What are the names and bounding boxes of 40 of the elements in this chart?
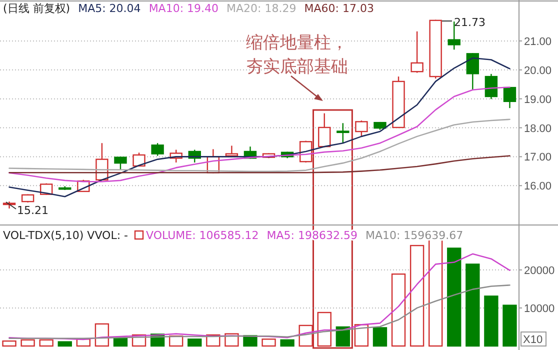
y-tick-label: 19.00 bbox=[524, 94, 552, 106]
y-tick-label: 20000 bbox=[524, 264, 555, 277]
y-tick-label: 17.00 bbox=[524, 152, 552, 164]
line-series bbox=[8, 284, 510, 340]
bar bbox=[372, 327, 388, 347]
y-tick-label: 16.00 bbox=[524, 180, 552, 193]
annotation: 缩倍地量柱， bbox=[246, 33, 348, 53]
annotation: 夯实底部基础 bbox=[246, 57, 348, 77]
bar bbox=[39, 339, 54, 347]
bar bbox=[447, 248, 462, 347]
bar bbox=[188, 338, 202, 347]
y-tick-label: 21.00 bbox=[524, 36, 552, 48]
bar bbox=[94, 323, 110, 347]
bar bbox=[410, 244, 424, 347]
text: MA60: 17.03 bbox=[304, 2, 374, 15]
bar bbox=[2, 340, 16, 347]
annotation: 15.21 bbox=[17, 204, 48, 217]
bar bbox=[466, 264, 480, 347]
bar bbox=[502, 304, 517, 347]
bar bbox=[484, 296, 498, 347]
text: MA10: 19.40 bbox=[148, 2, 219, 15]
bar bbox=[317, 312, 332, 347]
bar bbox=[336, 326, 350, 347]
bar bbox=[391, 273, 406, 347]
legend-label: VOLUME: 106585.12 bbox=[146, 229, 259, 242]
text: MA5: 20.04 bbox=[78, 2, 141, 15]
text: X10 bbox=[523, 334, 543, 346]
chart-title: VOL-TDX(5,10) VVOL: - bbox=[3, 229, 128, 242]
text: MA10: 159639.67 bbox=[365, 229, 464, 242]
bar bbox=[113, 338, 128, 347]
bar bbox=[58, 341, 72, 347]
text: MA20: 18.29 bbox=[226, 2, 296, 15]
y-tick-label: 20.00 bbox=[524, 64, 552, 77]
y-tick-label: 18.00 bbox=[524, 122, 552, 135]
bar bbox=[262, 338, 276, 347]
chart-title: (日线 前复权) bbox=[3, 2, 70, 15]
annotation: 21.73 bbox=[454, 16, 486, 29]
y-tick-label: 10000 bbox=[524, 302, 555, 315]
bar bbox=[280, 339, 294, 347]
bar bbox=[20, 339, 35, 347]
